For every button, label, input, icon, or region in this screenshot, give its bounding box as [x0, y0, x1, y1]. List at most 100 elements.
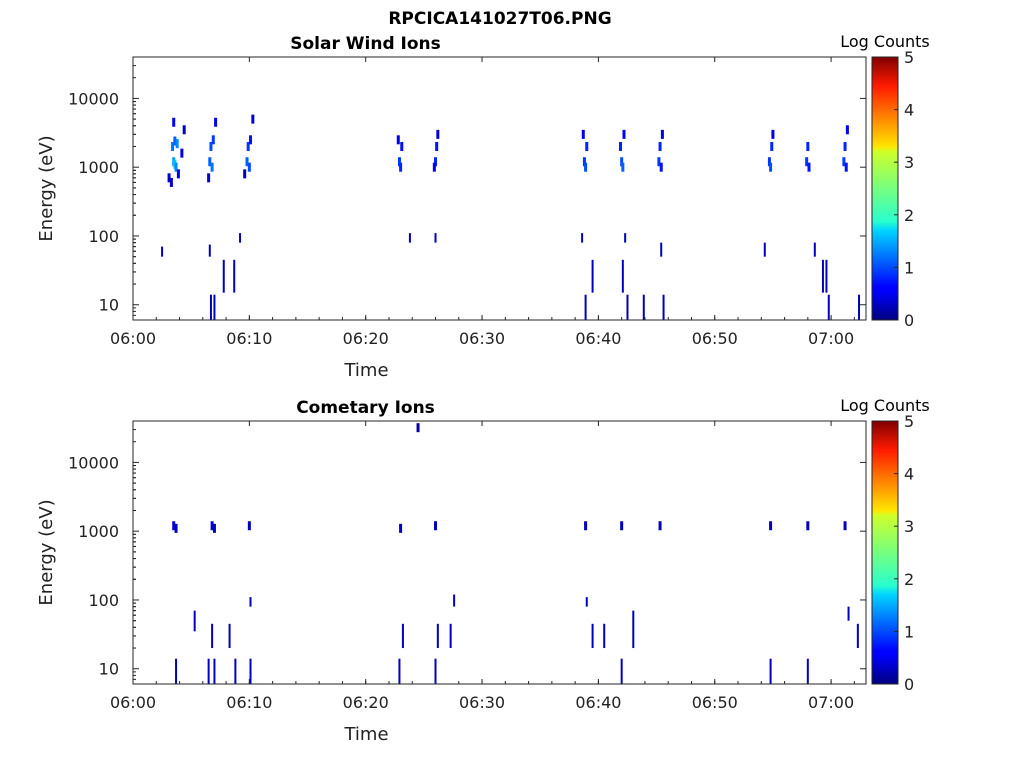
heatmap-cell: [182, 125, 186, 135]
heatmap-cell: [842, 157, 846, 167]
colorbar-tick-label: 1: [904, 622, 914, 641]
heatmap-streak: [769, 658, 772, 684]
heatmap-streak: [662, 294, 665, 320]
heatmap-cell: [212, 523, 216, 533]
x-tick-label: 06:50: [692, 693, 738, 712]
heatmap-cell: [243, 169, 247, 179]
heatmap-streak: [660, 242, 663, 257]
colorbar-tick-label: 3: [904, 153, 914, 172]
heatmap-streak: [856, 623, 859, 649]
heatmap-cell: [805, 157, 809, 167]
heatmap-streak: [228, 623, 231, 649]
heatmap-streak: [213, 294, 216, 320]
heatmap-cell: [622, 129, 626, 139]
heatmap-cell: [251, 114, 255, 124]
x-tick-label: 06:50: [692, 329, 738, 348]
x-tick-label: 07:00: [808, 693, 854, 712]
y-axis-label: Energy (eV): [36, 499, 57, 605]
heatmap-streak: [603, 623, 606, 649]
heatmap-cell: [174, 523, 178, 533]
y-tick-label: 1000: [78, 522, 119, 541]
y-tick-label: 10: [99, 660, 119, 679]
heatmap-cell: [807, 162, 811, 172]
x-tick-label: 06:20: [343, 693, 389, 712]
heatmap-cell: [585, 141, 589, 151]
heatmap-cell: [400, 141, 404, 151]
heatmap-cell: [246, 141, 250, 151]
colorbar-gradient: [872, 57, 898, 320]
x-tick-label: 06:00: [110, 693, 156, 712]
heatmap-cell: [249, 135, 253, 145]
heatmap-cell: [172, 117, 176, 127]
heatmap-cell: [207, 173, 211, 183]
heatmap-streak: [234, 658, 237, 684]
heatmap-streak: [401, 623, 404, 649]
colorbar-title: Log Counts: [840, 396, 930, 415]
heatmap-streak: [858, 294, 861, 320]
heatmap-cell: [211, 135, 215, 145]
y-tick-label: 100: [88, 227, 119, 246]
heatmap-cell: [844, 162, 848, 172]
heatmap-cell: [214, 117, 218, 127]
heatmap-cell: [173, 136, 177, 146]
plot-frame: [132, 420, 867, 685]
y-tick-label: 10000: [68, 453, 119, 472]
heatmap-cells: [172, 423, 859, 684]
heatmap-streak: [642, 294, 645, 320]
heatmap-cell: [397, 157, 401, 167]
heatmap-cell: [436, 129, 440, 139]
heatmap-cell: [769, 521, 773, 531]
heatmap-cell: [245, 157, 249, 167]
colorbar-tick-label: 2: [904, 570, 914, 589]
heatmap-streak: [161, 246, 164, 257]
panel-0: Solar Wind Ions 06:00 06:10 06:20 06:30 06:40…: [36, 32, 930, 381]
heatmap-streak: [249, 658, 252, 684]
heatmap-streak: [763, 242, 766, 257]
heatmap-cells: [161, 114, 861, 320]
heatmap-cell: [619, 141, 623, 151]
colorbar-tick-label: 4: [904, 101, 914, 120]
heatmap-cell: [658, 521, 662, 531]
panel-title: Cometary Ions: [296, 398, 435, 418]
heatmap-cell: [210, 162, 214, 172]
heatmap-streak: [621, 259, 624, 293]
panels: Solar Wind Ions 06:00 06:10 06:20 06:30 06:40…: [36, 32, 930, 745]
y-tick-label: 10: [99, 296, 119, 315]
heatmap-cell: [657, 157, 661, 167]
heatmap-cell: [621, 162, 625, 172]
heatmap-cell: [435, 141, 439, 151]
heatmap-cell: [582, 157, 586, 167]
heatmap-streak: [806, 658, 809, 684]
colorbar-tick-label: 1: [904, 258, 914, 277]
heatmap-cell: [247, 521, 251, 531]
x-tick-label: 06:40: [575, 693, 621, 712]
heatmap-streak: [847, 606, 850, 621]
heatmap-cell: [171, 141, 175, 151]
heatmap-streak: [434, 658, 437, 684]
heatmap-streak: [211, 623, 214, 649]
heatmap-cell: [806, 521, 810, 531]
heatmap-cell: [434, 521, 438, 531]
heatmap-streak: [581, 233, 584, 243]
x-tick-label: 06:30: [459, 329, 505, 348]
heatmap-streak: [436, 623, 439, 649]
heatmap-cell: [658, 141, 662, 151]
y-tick-label: 100: [88, 591, 119, 610]
colorbar-gradient: [872, 421, 898, 684]
plot-frame: [132, 56, 867, 321]
heatmap-streak: [591, 623, 594, 649]
heatmap-streak: [591, 259, 594, 293]
x-tick-label: 06:10: [226, 329, 272, 348]
heatmap-cell: [584, 521, 588, 531]
heatmap-cell: [396, 135, 400, 145]
heatmap-cell: [167, 173, 171, 183]
heatmap-cell: [845, 125, 849, 135]
figure-title: RPCICA141027T06.PNG: [388, 9, 611, 29]
heatmap-streak: [207, 658, 210, 684]
heatmap-streak: [449, 623, 452, 649]
heatmap-streak: [408, 233, 411, 243]
heatmap-streak: [827, 294, 830, 320]
